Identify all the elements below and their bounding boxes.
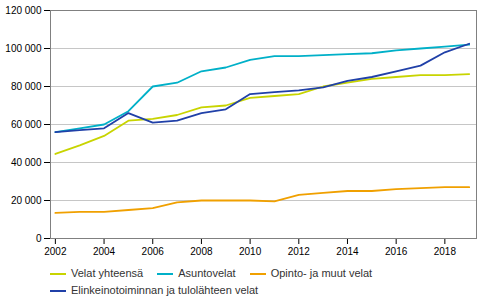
svg-text:2010: 2010 — [239, 246, 262, 257]
html-text:Elinkeinotoiminnan ja tuloläht: Elinkeinotoiminnan ja tulolähteen velat — [71, 284, 259, 296]
svg-text:20 000: 20 000 — [11, 195, 42, 206]
svg-text:60 000: 60 000 — [11, 119, 42, 130]
svg-text:2016: 2016 — [385, 246, 408, 257]
svg-text:40 000: 40 000 — [11, 157, 42, 168]
svg-text:100 000: 100 000 — [5, 43, 42, 54]
svg-text:2014: 2014 — [336, 246, 359, 257]
svg-text:120 000: 120 000 — [5, 5, 42, 16]
html-text:Asuntovelat: Asuntovelat — [178, 267, 236, 279]
svg-text:80 000: 80 000 — [11, 81, 42, 92]
html-text:Opinto- ja muut velat: Opinto- ja muut velat — [270, 267, 373, 279]
svg-text:2002: 2002 — [44, 246, 67, 257]
svg-text:0: 0 — [36, 233, 42, 244]
svg-text:2012: 2012 — [288, 246, 311, 257]
svg-text:2006: 2006 — [142, 246, 165, 257]
svg-text:2018: 2018 — [434, 246, 457, 257]
svg-text:2004: 2004 — [93, 246, 116, 257]
html-text:Velat yhteensä: Velat yhteensä — [71, 267, 144, 279]
svg-text:2008: 2008 — [190, 246, 213, 257]
